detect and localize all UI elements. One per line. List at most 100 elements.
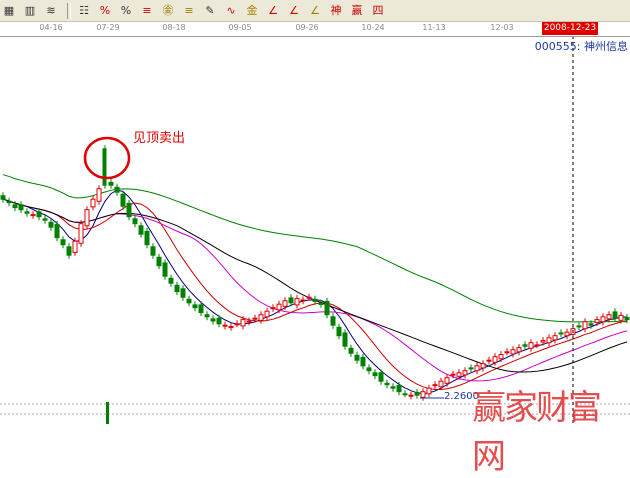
candle — [582, 321, 588, 330]
candle — [552, 335, 558, 341]
candle — [108, 181, 114, 186]
candle — [24, 211, 30, 214]
candle — [462, 370, 468, 376]
candle — [60, 239, 66, 246]
candle — [282, 300, 288, 307]
candle — [492, 356, 498, 363]
date-label: 12-03 — [490, 23, 514, 32]
candle — [54, 223, 60, 239]
date-label: 08-18 — [162, 23, 186, 32]
candlestick-chart — [0, 36, 630, 424]
candle — [348, 347, 354, 354]
candle — [612, 311, 618, 319]
candle — [150, 246, 156, 256]
candle — [528, 342, 534, 349]
candle — [216, 317, 222, 325]
date-label: 10-24 — [361, 23, 385, 32]
candle — [198, 304, 204, 314]
candle — [408, 394, 414, 397]
gold-angle-icon[interactable]: ∠ — [310, 3, 320, 17]
candle — [114, 186, 120, 193]
candle — [246, 320, 252, 323]
candle — [252, 317, 258, 320]
candle — [120, 193, 126, 207]
candle — [372, 372, 378, 377]
candle — [414, 391, 420, 396]
percent-chart-icon[interactable]: % — [99, 3, 111, 17]
ying-icon[interactable]: 赢 — [351, 3, 363, 17]
candle — [306, 296, 312, 299]
candle — [48, 221, 54, 228]
ma20-line — [2, 198, 628, 382]
candle — [138, 225, 144, 235]
candle — [600, 316, 606, 323]
f-line-icon[interactable]: ∠ — [289, 3, 299, 17]
date-label: 09-26 — [295, 23, 319, 32]
candle — [42, 218, 48, 221]
candle — [192, 304, 198, 309]
candle — [618, 314, 624, 321]
candle — [156, 256, 162, 267]
candle — [228, 326, 234, 329]
candle — [498, 354, 504, 360]
gold-lines-icon[interactable]: ≡ — [184, 3, 194, 17]
date-label: 11-13 — [422, 23, 446, 32]
candle — [234, 323, 240, 326]
candle — [222, 324, 228, 327]
top-signal-annotation: 见顶卖出 — [133, 131, 186, 146]
candle — [606, 314, 612, 320]
watermark: 赢家财富网 — [472, 388, 602, 477]
top-signal-circle — [83, 136, 131, 180]
gold-icon[interactable]: 金 — [246, 3, 258, 17]
candle — [6, 200, 12, 204]
candle — [426, 387, 432, 395]
candle — [174, 284, 180, 293]
candle — [504, 351, 510, 354]
four-icon[interactable]: 四 — [372, 3, 384, 17]
candle — [588, 323, 594, 326]
candle — [474, 365, 480, 372]
gold-coin-icon[interactable]: ㊎ — [162, 3, 174, 17]
candle — [258, 314, 264, 321]
candle — [378, 372, 384, 382]
layout-icon[interactable]: ▦ — [3, 3, 15, 17]
candle — [390, 386, 396, 389]
candle — [132, 218, 138, 225]
candle — [12, 204, 18, 209]
candle — [324, 300, 330, 316]
pen-icon[interactable]: ✎ — [205, 3, 215, 17]
candle — [486, 359, 492, 362]
candle — [330, 316, 336, 326]
percent-lines-icon[interactable]: ≡ — [142, 3, 152, 17]
candle — [90, 198, 96, 208]
candle — [264, 310, 270, 318]
ma10-line — [2, 198, 628, 390]
wave-icon[interactable]: ∿ — [226, 3, 236, 17]
candle — [546, 337, 552, 344]
lines-icon[interactable]: ≋ — [46, 3, 56, 17]
candle — [240, 319, 246, 327]
candle — [432, 384, 438, 387]
candle — [594, 319, 600, 323]
grid-icon[interactable]: ▥ — [24, 3, 36, 17]
j-line-icon[interactable]: ∠ — [268, 3, 278, 17]
candle — [102, 148, 107, 186]
candle — [0, 195, 6, 200]
candle — [318, 303, 324, 305]
percent-icon[interactable]: % — [120, 3, 132, 17]
candle — [210, 318, 216, 322]
candle — [294, 298, 300, 306]
candle — [18, 204, 24, 211]
candle — [576, 325, 582, 328]
candle — [402, 393, 408, 396]
stock-label: 000555: 神州信息 — [534, 40, 628, 53]
indicator-list-icon[interactable]: ☷ — [79, 3, 89, 17]
candle — [360, 356, 366, 367]
candle — [204, 314, 210, 318]
shen-icon[interactable]: 神 — [330, 3, 342, 17]
cursor-date: 2008-12-23 — [542, 22, 598, 35]
candle — [396, 384, 402, 393]
ma60-line — [2, 174, 628, 323]
candle — [366, 367, 372, 372]
candle — [66, 246, 72, 256]
